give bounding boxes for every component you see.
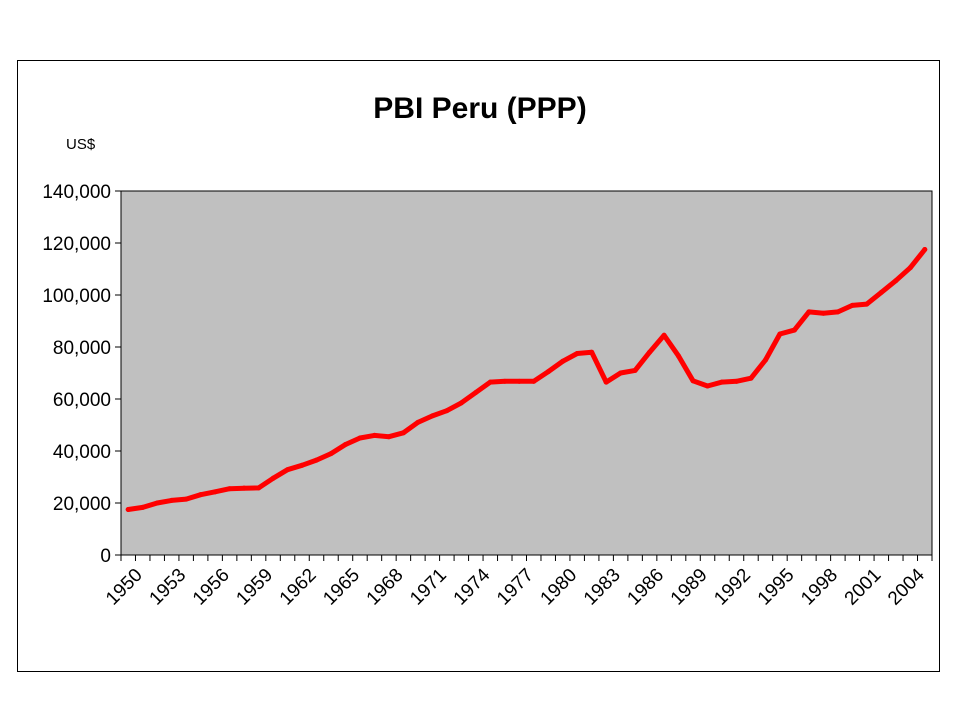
data-point [618,370,624,376]
x-tick-label: 1977 [493,565,538,610]
data-point [183,496,189,502]
gdp-series-line [125,247,928,512]
data-point [169,497,175,503]
data-point [733,378,739,384]
data-point [328,451,334,457]
data-point [487,379,493,385]
data-point [386,434,392,440]
data-point [632,367,638,373]
y-tick-label: 100,000 [42,286,111,307]
y-axis: 0 20,000 40,000 60,000 80,000 100,000 120,000 1… [42,182,121,567]
data-point [256,485,262,491]
data-point [415,419,421,425]
data-point [154,500,160,506]
x-tick-label: 1959 [232,565,277,610]
data-point [241,485,247,491]
x-tick-label: 1986 [623,565,668,610]
y-unit-label: US$ [66,136,96,153]
x-tick-label: 2004 [884,564,929,609]
y-tick-label: 80,000 [53,338,111,359]
chart-title: PBI Peru (PPP) [373,92,586,125]
data-point [458,400,464,406]
x-axis: 1950195319561959196219651968197119741977… [102,555,933,610]
data-point [647,349,653,355]
y-tick-label: 120,000 [42,234,111,255]
x-tick-label: 1980 [537,565,582,610]
data-point [429,413,435,419]
data-point [603,379,609,385]
data-point [502,378,508,384]
data-point [922,247,928,252]
x-tick-label: 1953 [146,565,191,610]
data-point [270,475,276,481]
x-tick-label: 1971 [406,565,451,610]
data-point [285,467,291,473]
data-point [125,507,131,512]
data-point [531,378,537,384]
x-tick-label: 1983 [580,565,625,610]
data-point [198,492,204,498]
data-point [140,504,146,510]
x-tick-label: 1995 [754,565,799,610]
data-point [835,309,841,315]
data-point [907,265,913,271]
data-point [574,351,580,356]
data-point [777,331,783,337]
data-point [227,486,233,492]
x-tick-label: 1965 [319,565,364,610]
data-point [342,442,348,447]
x-tick-label: 1992 [710,565,755,610]
data-point [560,358,566,364]
data-point [893,278,899,284]
data-point [864,301,870,307]
data-point [400,430,406,436]
data-point [719,379,725,385]
y-tick-label: 60,000 [53,390,111,411]
x-tick-label: 1998 [797,565,842,610]
y-tick-label: 0 [100,546,111,567]
series-points [125,247,928,512]
plot-area [120,190,933,556]
x-tick-label: 1974 [450,564,495,609]
data-point [849,302,855,308]
y-tick-label: 20,000 [53,494,111,515]
x-tick-label: 1956 [189,565,234,610]
x-tick-label: 1989 [667,565,712,610]
chart-frame: PBI Peru (PPP) US$ 0 20,000 40,000 60,000 80… [17,60,940,672]
chart: PBI Peru (PPP) US$ 0 20,000 40,000 60,000 80… [42,92,933,610]
x-tick-label: 1950 [102,565,147,610]
data-point [762,357,768,363]
data-point [676,353,682,359]
y-tick-label: 40,000 [53,442,111,463]
x-tick-label: 2001 [841,565,886,610]
data-point [690,378,696,384]
data-point [820,310,826,316]
data-point [473,390,479,395]
data-point [516,378,522,384]
data-point [878,289,884,295]
x-tick-label: 1968 [363,565,408,610]
data-point [371,432,377,438]
data-point [806,309,812,315]
data-point [748,375,754,381]
data-point [589,349,595,355]
data-point [791,327,797,333]
data-point [357,435,363,441]
data-point [299,462,305,468]
data-point [314,457,320,463]
data-point [545,369,551,375]
data-point [705,383,711,389]
y-tick-label: 140,000 [42,182,111,203]
data-point [212,489,218,495]
data-point [661,332,667,338]
x-tick-label: 1962 [276,565,321,610]
data-point [444,408,450,414]
